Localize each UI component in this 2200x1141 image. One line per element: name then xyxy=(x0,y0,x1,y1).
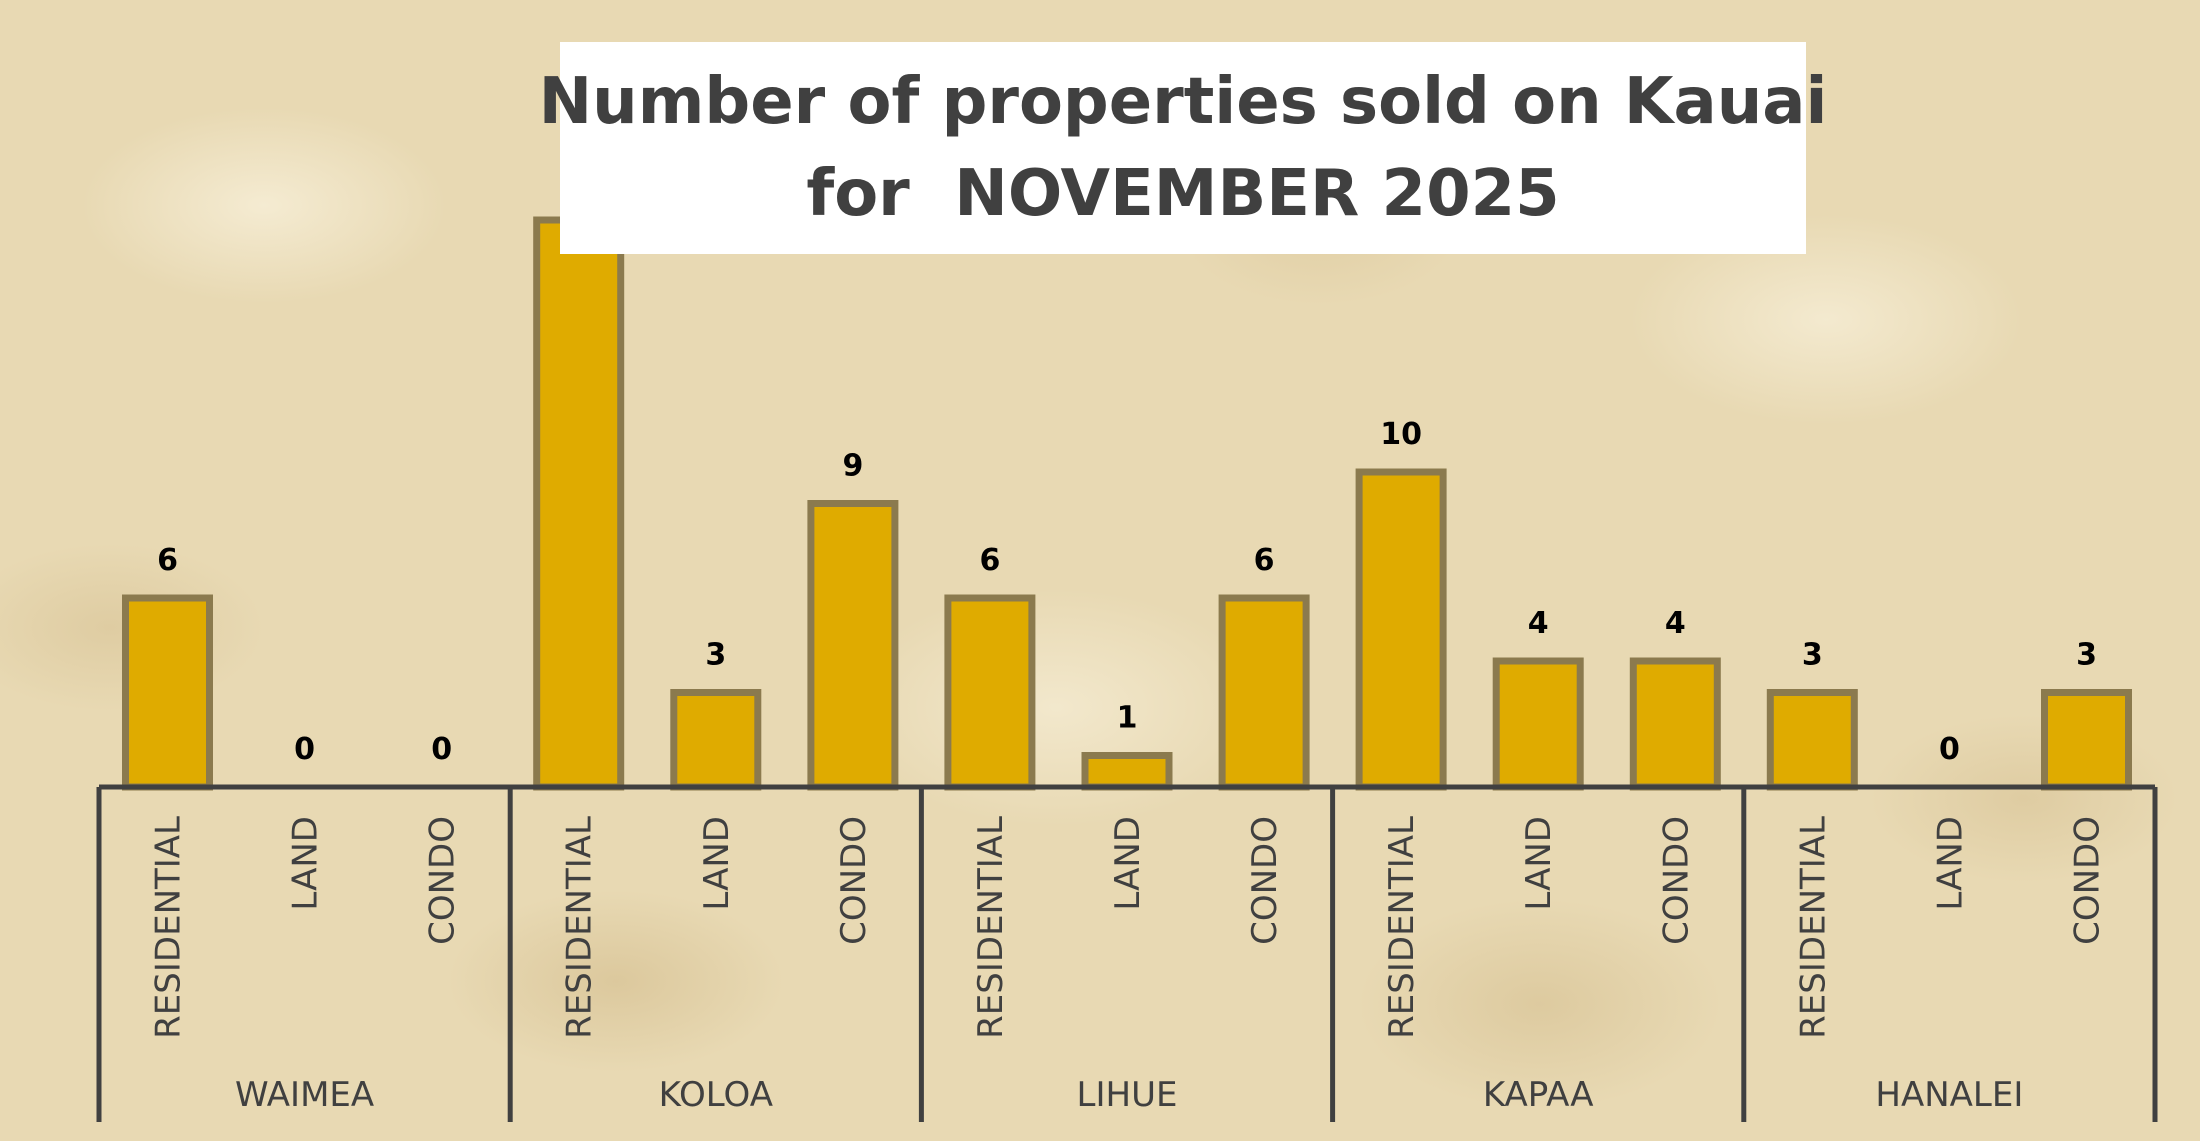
value-label-waimea-land: 0 xyxy=(294,732,315,767)
chart-title-line-2: for NOVEMBER 2025 xyxy=(806,157,1560,231)
bars-layer xyxy=(122,216,2132,791)
chart-title-line-1: Number of properties sold on Kauai xyxy=(538,65,1828,139)
category-label-koloa-land: LAND xyxy=(697,816,737,911)
value-label-koloa-condo: 9 xyxy=(842,449,863,484)
value-label-kapaa-residential: 10 xyxy=(1380,417,1422,452)
category-labels-layer: RESIDENTIAL LAND CONDO RESIDENTIAL LAND CONDO… xyxy=(149,816,2108,1039)
group-labels-layer: WAIMEA KOLOA LIHUE KAPAA HANALEI xyxy=(235,1075,2023,1115)
bar-kapaa-land xyxy=(1492,657,1584,791)
group-label-waimea: WAIMEA xyxy=(235,1075,374,1115)
value-label-koloa-land: 3 xyxy=(705,638,726,673)
bar-koloa-residential xyxy=(533,216,625,791)
bar-koloa-land xyxy=(670,689,762,791)
category-label-lihue-condo: CONDO xyxy=(1245,816,1285,945)
value-label-kapaa-condo: 4 xyxy=(1665,606,1686,641)
bar-lihue-land xyxy=(1081,752,1173,791)
bar-kapaa-condo xyxy=(1629,657,1721,791)
value-label-kapaa-land: 4 xyxy=(1528,606,1549,641)
category-label-lihue-land: LAND xyxy=(1108,816,1148,911)
value-label-hanalei-land: 0 xyxy=(1939,732,1960,767)
category-label-kapaa-residential: RESIDENTIAL xyxy=(1382,816,1422,1039)
group-label-koloa: KOLOA xyxy=(659,1075,773,1115)
bar-hanalei-condo xyxy=(2041,689,2132,791)
category-label-koloa-condo: CONDO xyxy=(834,816,874,945)
category-label-hanalei-condo: CONDO xyxy=(2068,816,2108,945)
bar-lihue-residential xyxy=(944,594,1036,791)
value-label-lihue-land: 1 xyxy=(1117,701,1138,736)
chart-title-box: Number of properties sold on Kauai for N… xyxy=(539,42,1827,254)
category-label-koloa-residential: RESIDENTIAL xyxy=(560,816,600,1039)
value-label-waimea-residential: 6 xyxy=(157,543,178,578)
category-label-hanalei-land: LAND xyxy=(1930,816,1970,911)
bar-hanalei-residential xyxy=(1766,689,1858,791)
value-label-hanalei-condo: 3 xyxy=(2076,638,2097,673)
axis-layer xyxy=(96,784,2158,1122)
group-label-kapaa: KAPAA xyxy=(1483,1075,1594,1115)
category-label-waimea-land: LAND xyxy=(286,816,326,911)
bar-kapaa-residential xyxy=(1355,468,1447,791)
category-label-lihue-residential: RESIDENTIAL xyxy=(971,816,1011,1039)
category-label-waimea-residential: RESIDENTIAL xyxy=(149,816,189,1039)
value-label-lihue-residential: 6 xyxy=(979,543,1000,578)
bar-waimea-residential xyxy=(122,594,213,791)
category-label-waimea-condo: CONDO xyxy=(423,816,463,945)
category-label-kapaa-condo: CONDO xyxy=(1656,816,1696,945)
value-label-waimea-condo: 0 xyxy=(431,732,452,767)
value-label-lihue-condo: 6 xyxy=(1254,543,1275,578)
group-label-hanalei: HANALEI xyxy=(1875,1075,2023,1115)
value-label-hanalei-residential: 3 xyxy=(1802,638,1823,673)
category-label-kapaa-land: LAND xyxy=(1519,816,1559,911)
bar-lihue-condo xyxy=(1218,594,1310,791)
category-label-hanalei-residential: RESIDENTIAL xyxy=(1793,816,1833,1039)
group-label-lihue: LIHUE xyxy=(1077,1075,1178,1115)
bar-koloa-condo xyxy=(807,500,899,791)
